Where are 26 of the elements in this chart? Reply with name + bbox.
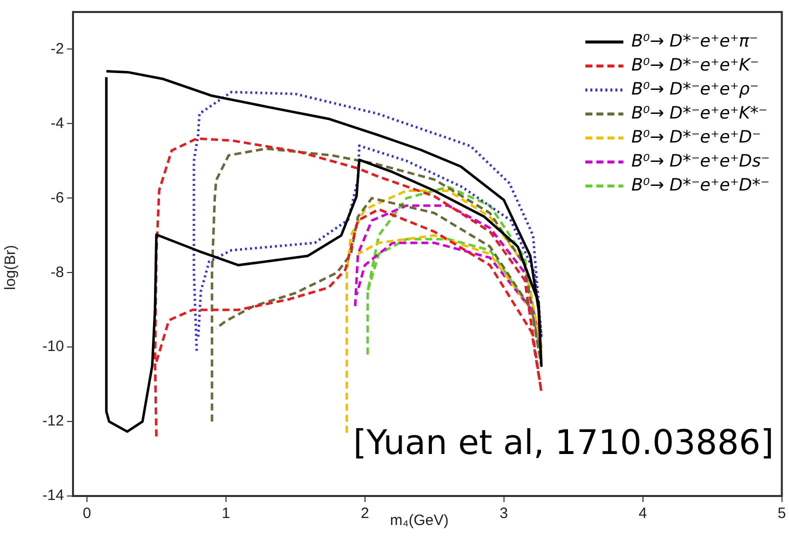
legend-label: B⁰→ D*⁻e⁺e⁺Ds⁻ <box>631 151 770 172</box>
annotation: [Yuan et al, 1710.03886] <box>353 423 774 463</box>
legend-label: B⁰→ D*⁻e⁺e⁺π⁻ <box>631 31 758 52</box>
y-tick-label: -10 <box>42 338 64 356</box>
x-tick-label: 4 <box>638 505 648 522</box>
x-tick-label: 2 <box>360 505 370 522</box>
y-tick-label: -8 <box>50 264 64 281</box>
legend-label: B⁰→ D*⁻e⁺e⁺D⁻ <box>631 127 761 148</box>
y-axis-title: log(Br) <box>2 244 19 290</box>
y-tick-label: -14 <box>42 487 64 504</box>
legend-label: B⁰→ D*⁻e⁺e⁺K⁻ <box>631 55 760 76</box>
y-tick-label: -2 <box>50 40 64 58</box>
x-axis-title: m₄(GeV) <box>390 512 449 529</box>
x-tick-label: 5 <box>778 505 786 522</box>
y-tick-label: -6 <box>50 189 64 206</box>
legend-label: B⁰→ D*⁻e⁺e⁺K*⁻ <box>631 103 768 124</box>
line-series <box>354 204 543 348</box>
line-series <box>192 90 543 352</box>
line-series <box>210 147 543 423</box>
y-tick-label: -12 <box>42 412 64 430</box>
legend-label: B⁰→ D*⁻e⁺e⁺D*⁻ <box>631 175 770 196</box>
y-tick-label: -4 <box>50 114 64 132</box>
x-tick-label: 3 <box>500 505 508 522</box>
x-tick-label: 0 <box>82 505 92 522</box>
legend-label: B⁰→ D*⁻e⁺e⁺ρ⁻ <box>631 79 759 100</box>
x-tick-label: 1 <box>222 505 230 522</box>
